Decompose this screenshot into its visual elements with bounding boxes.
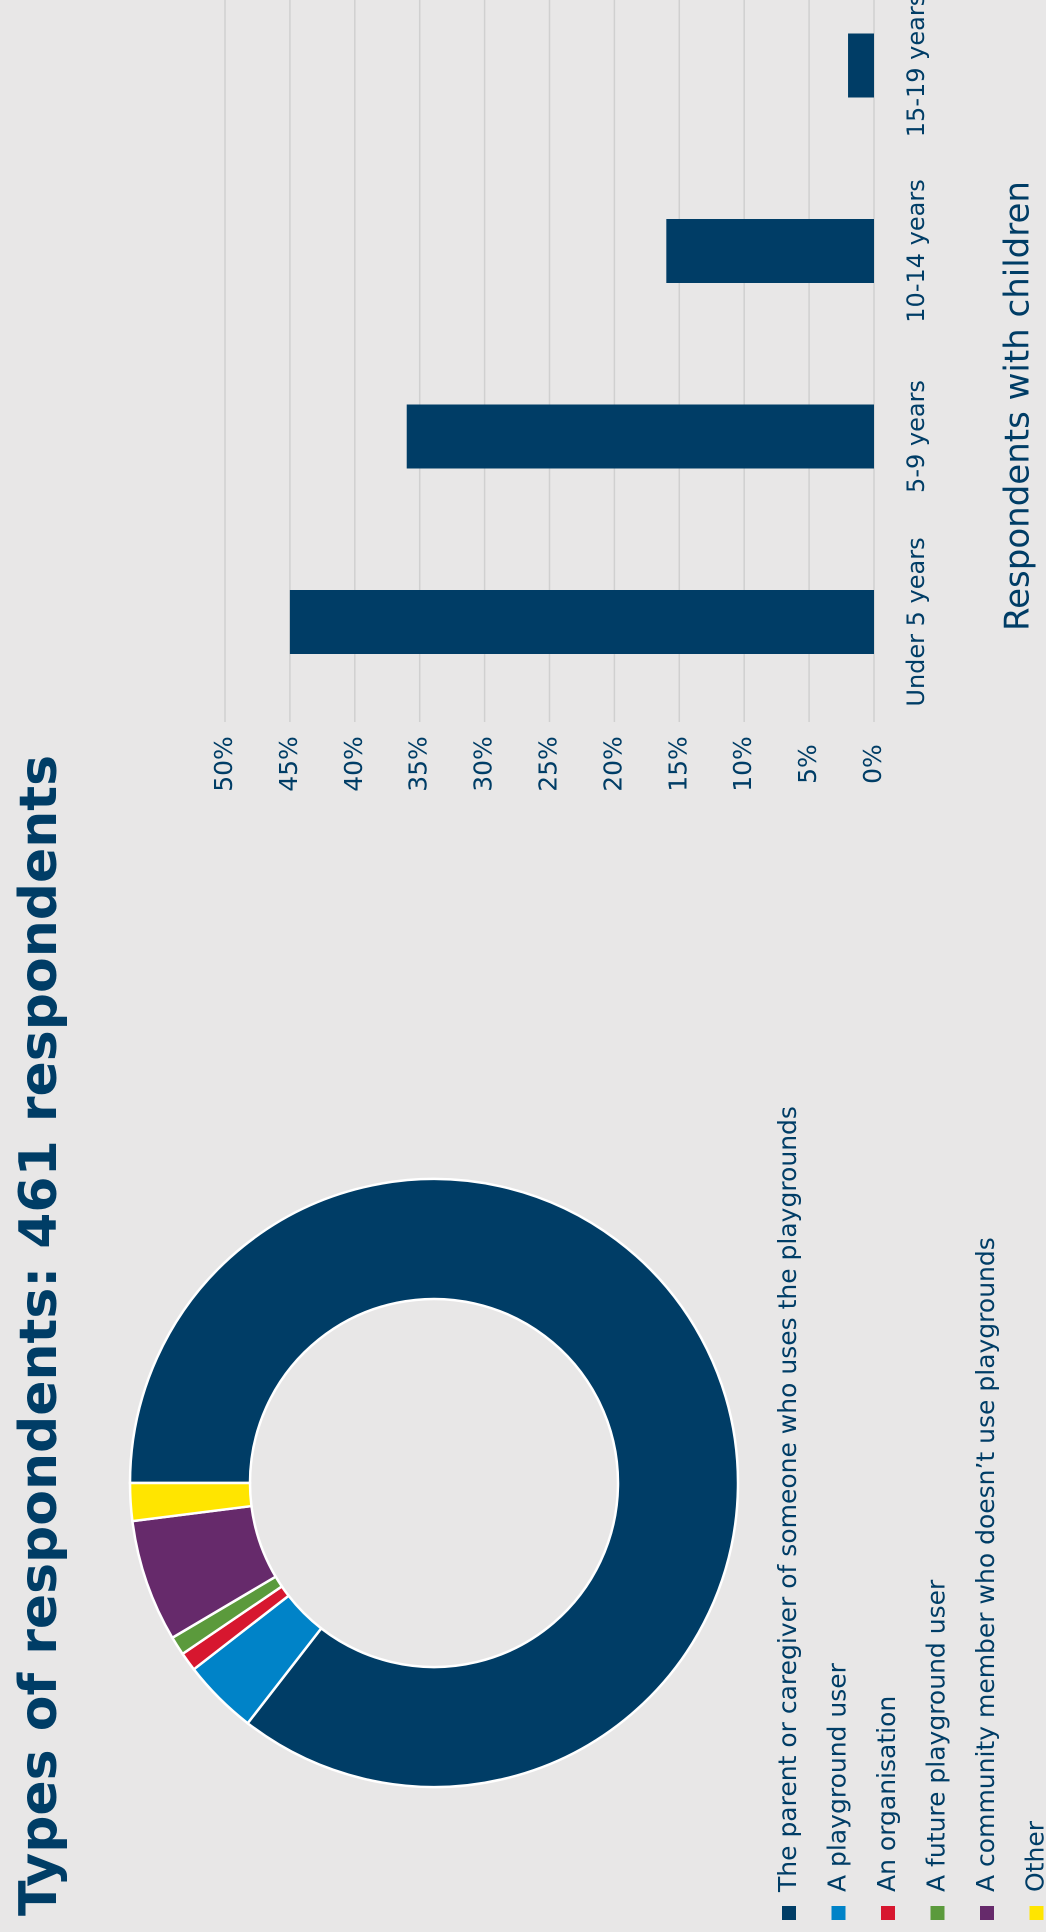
x-axis-title: Respondents with children bbox=[998, 181, 1038, 631]
y-tick-label: 0% bbox=[858, 744, 887, 784]
y-tick-label: 40% bbox=[339, 736, 368, 792]
y-tick-label: 45% bbox=[274, 736, 303, 792]
y-tick-label: 15% bbox=[663, 736, 692, 792]
legend-swatch bbox=[831, 1906, 846, 1920]
x-tick-label: Under 5 years bbox=[902, 537, 930, 706]
y-tick-label: 30% bbox=[469, 736, 498, 792]
legend-swatch bbox=[1029, 1906, 1044, 1920]
x-tick-label: 5-9 years bbox=[902, 380, 930, 493]
legend-label: A playground user bbox=[823, 1662, 852, 1892]
bar bbox=[666, 219, 874, 283]
legend-label: Other bbox=[1021, 1820, 1046, 1892]
legend-label: A future playground user bbox=[922, 1579, 951, 1892]
y-tick-label: 35% bbox=[404, 736, 433, 792]
legend-swatch bbox=[980, 1906, 994, 1920]
donut-segment bbox=[128, 1481, 253, 1523]
bar bbox=[406, 404, 874, 469]
bar bbox=[289, 590, 874, 654]
donut-segment bbox=[128, 1177, 740, 1789]
y-tick-label: 50% bbox=[209, 736, 238, 792]
bar bbox=[848, 33, 874, 98]
legend-swatch bbox=[782, 1906, 796, 1920]
legend-label: A community member who doesn’t use playg… bbox=[971, 1237, 1000, 1892]
legend-label: An organisation bbox=[872, 1696, 901, 1892]
rotated-content: Types of respondents: 461 respondents Th… bbox=[9, 0, 1046, 1920]
chart-title: Types of respondents: 461 respondents bbox=[9, 755, 69, 1916]
legend-swatch bbox=[881, 1906, 895, 1920]
y-tick-label: 25% bbox=[534, 736, 563, 792]
y-tick-label: 20% bbox=[598, 736, 627, 792]
y-tick-label: 10% bbox=[728, 736, 757, 792]
legend-swatch bbox=[930, 1906, 945, 1920]
x-tick-label: 15-19 years bbox=[902, 0, 930, 137]
legend-label: The parent or caregiver of someone who u… bbox=[773, 1106, 802, 1893]
x-tick-label: 10-14 years bbox=[902, 179, 930, 322]
y-tick-label: 5% bbox=[793, 744, 822, 784]
